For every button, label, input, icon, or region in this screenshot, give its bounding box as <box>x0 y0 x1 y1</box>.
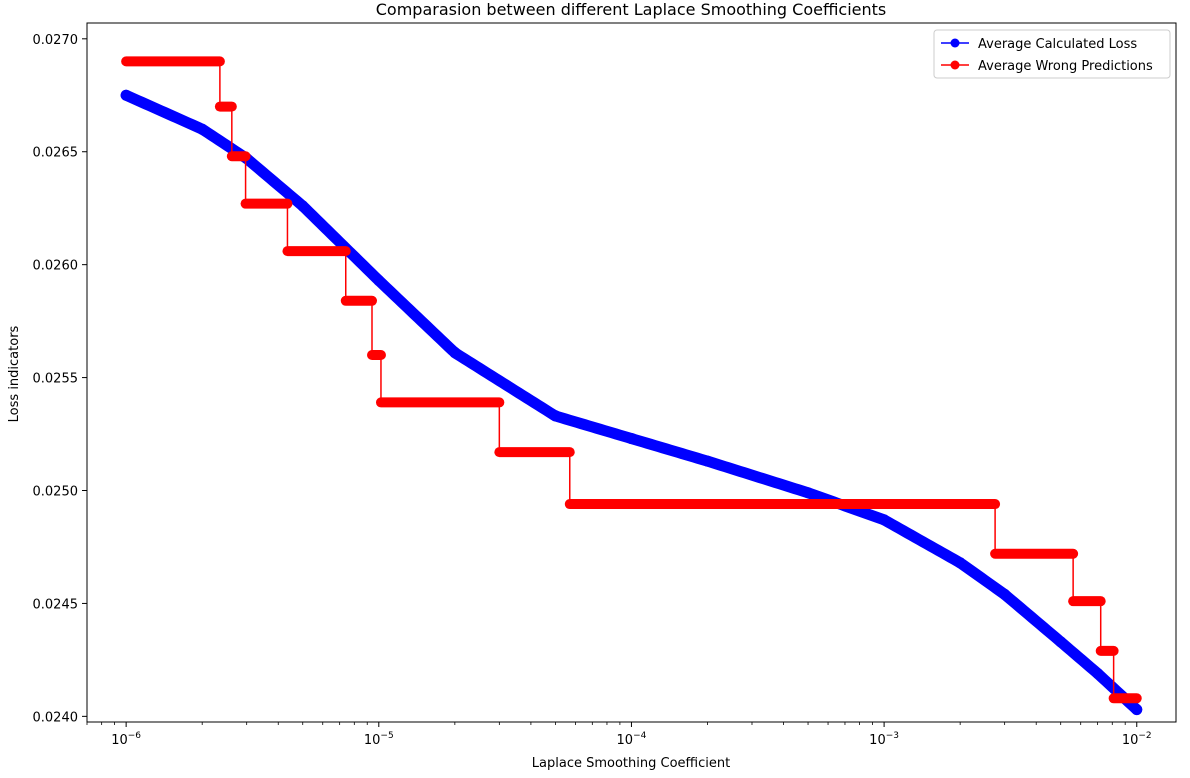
y-axis-label: Loss indicators <box>7 325 22 422</box>
y-tick-label: 0.0255 <box>33 372 79 387</box>
x-tick-label: 10−4 <box>617 731 647 748</box>
series-layer <box>120 56 1143 716</box>
x-tick-label-base: 10 <box>364 733 381 748</box>
series-average-wrong-predictions <box>121 56 1142 704</box>
plot-background <box>87 23 1176 722</box>
data-point-average-calculated-loss <box>449 347 461 359</box>
x-tick-label-base: 10 <box>617 733 634 748</box>
x-tick-label-exp: −2 <box>1138 731 1151 741</box>
data-point-average-calculated-loss <box>120 89 132 101</box>
x-tick-label-exp: −5 <box>380 731 393 741</box>
data-point-average-calculated-loss <box>1055 636 1067 648</box>
data-point-average-calculated-loss <box>954 557 966 569</box>
y-tick-label: 0.0265 <box>33 146 79 161</box>
y-tick-label: 0.0245 <box>33 597 79 612</box>
x-tick-label: 10−2 <box>1122 731 1152 748</box>
x-tick-label-exp: −3 <box>886 731 899 741</box>
data-point-average-calculated-loss <box>1092 667 1104 679</box>
x-tick-label-base: 10 <box>111 733 128 748</box>
y-tick-label: 0.0260 <box>33 259 79 274</box>
legend-label: Average Calculated Loss <box>978 37 1137 52</box>
plot-area <box>86 22 1177 723</box>
legend-box <box>933 29 1171 79</box>
data-point-average-calculated-loss <box>196 123 208 135</box>
y-tick-label: 0.0250 <box>33 485 79 500</box>
x-tick-label: 10−3 <box>869 731 899 748</box>
x-tick-label: 10−5 <box>364 731 394 748</box>
x-tick-label-base: 10 <box>869 733 886 748</box>
data-point-average-calculated-loss <box>373 274 385 286</box>
data-point-average-calculated-loss <box>1131 704 1143 716</box>
legend-marker <box>950 60 960 70</box>
x-tick-label-base: 10 <box>1122 733 1139 748</box>
x-tick-label-exp: −4 <box>633 731 647 741</box>
legend-label: Average Wrong Predictions <box>978 59 1153 74</box>
x-tick-label: 10−6 <box>111 731 141 748</box>
data-point-average-calculated-loss <box>549 410 561 422</box>
y-axis: 0.0240 0.0245 0.0250 0.0255 0.0260 0.0265 0.02… <box>33 33 87 725</box>
y-tick-label: 0.0240 <box>33 710 79 725</box>
chart-title: Comparasion between different Laplace Sm… <box>376 0 887 19</box>
data-point-average-calculated-loss <box>297 200 309 212</box>
data-point-average-calculated-loss <box>702 455 714 467</box>
data-point-average-calculated-loss <box>802 487 814 499</box>
data-point-average-calculated-loss <box>625 433 637 445</box>
legend-marker <box>950 38 960 48</box>
data-point-average-calculated-loss <box>878 514 890 526</box>
y-tick-label: 0.0270 <box>33 33 79 48</box>
x-axis-label: Laplace Smoothing Coefficient <box>532 756 730 771</box>
legend: Average Calculated Loss Average Wrong Pre… <box>933 29 1171 79</box>
x-tick-label-exp: −6 <box>128 731 142 741</box>
x-axis: 10−6 10−5 10−4 10−3 10−2 <box>86 722 1152 748</box>
data-point-average-calculated-loss <box>999 588 1011 600</box>
